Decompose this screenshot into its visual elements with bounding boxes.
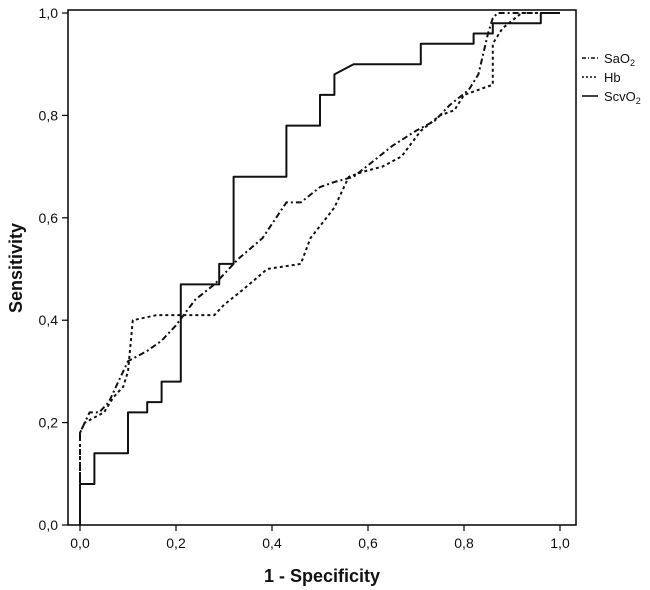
series-line-scvo2 — [79, 12, 560, 525]
series-line-sao2 — [79, 12, 560, 525]
legend-label-main: ScvO — [604, 89, 636, 104]
series-line-hb — [79, 12, 560, 525]
legend-label-scvo2: ScvO2 — [604, 89, 641, 106]
legend-label-hb: Hb — [604, 70, 621, 85]
x-tick-label: 0,4 — [262, 535, 282, 551]
x-tick-label: 1,0 — [550, 535, 570, 551]
axis-ticks: 0,0 0,2 0,4 0,6 0,8 1,0 0,0 0,2 0,4 0,6 0,8 1,0 — [39, 5, 570, 551]
x-tick-label: 0,8 — [454, 535, 474, 551]
y-tick-label: 0,8 — [39, 107, 59, 123]
x-tick-label: 0,0 — [70, 535, 90, 551]
y-tick-label: 1,0 — [39, 5, 59, 21]
legend-label-sao2: SaO2 — [604, 51, 635, 68]
y-axis-title: Sensitivity — [6, 223, 26, 313]
y-tick-label: 0,6 — [39, 210, 59, 226]
y-tick-label: 0,2 — [39, 415, 59, 431]
y-tick-label: 0,4 — [39, 312, 59, 328]
series-layer — [79, 12, 560, 525]
legend-label-main: SaO — [604, 51, 630, 66]
x-tick-label: 0,6 — [358, 535, 378, 551]
x-axis-title: 1 - Specificity — [264, 566, 380, 586]
plot-frame — [67, 9, 577, 526]
legend-label-subscript: 2 — [630, 58, 635, 68]
y-tick-label: 0,0 — [39, 517, 59, 533]
x-tick-label: 0,2 — [166, 535, 186, 551]
legend-label-subscript: 2 — [636, 96, 641, 106]
